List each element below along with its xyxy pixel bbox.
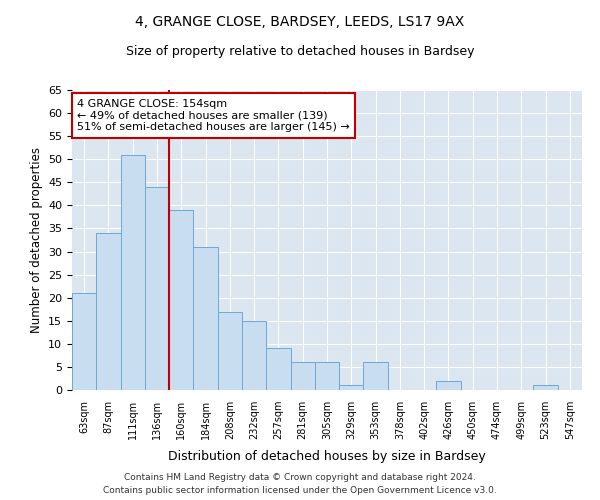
Bar [169,210,193,390]
Bar [266,348,290,390]
Text: Size of property relative to detached houses in Bardsey: Size of property relative to detached ho… [126,45,474,58]
Bar [145,187,169,390]
Bar [242,321,266,390]
Bar [339,386,364,390]
Text: Contains HM Land Registry data © Crown copyright and database right 2024.: Contains HM Land Registry data © Crown c… [124,474,476,482]
Bar [315,362,339,390]
Text: 4, GRANGE CLOSE, BARDSEY, LEEDS, LS17 9AX: 4, GRANGE CLOSE, BARDSEY, LEEDS, LS17 9A… [136,15,464,29]
Bar [436,381,461,390]
Bar [218,312,242,390]
Bar [193,247,218,390]
Bar [533,386,558,390]
Bar [290,362,315,390]
Text: Contains public sector information licensed under the Open Government Licence v3: Contains public sector information licen… [103,486,497,495]
Bar [364,362,388,390]
X-axis label: Distribution of detached houses by size in Bardsey: Distribution of detached houses by size … [168,450,486,464]
Bar [72,293,96,390]
Bar [96,233,121,390]
Bar [121,154,145,390]
Y-axis label: Number of detached properties: Number of detached properties [29,147,43,333]
Text: 4 GRANGE CLOSE: 154sqm
← 49% of detached houses are smaller (139)
51% of semi-de: 4 GRANGE CLOSE: 154sqm ← 49% of detached… [77,99,350,132]
